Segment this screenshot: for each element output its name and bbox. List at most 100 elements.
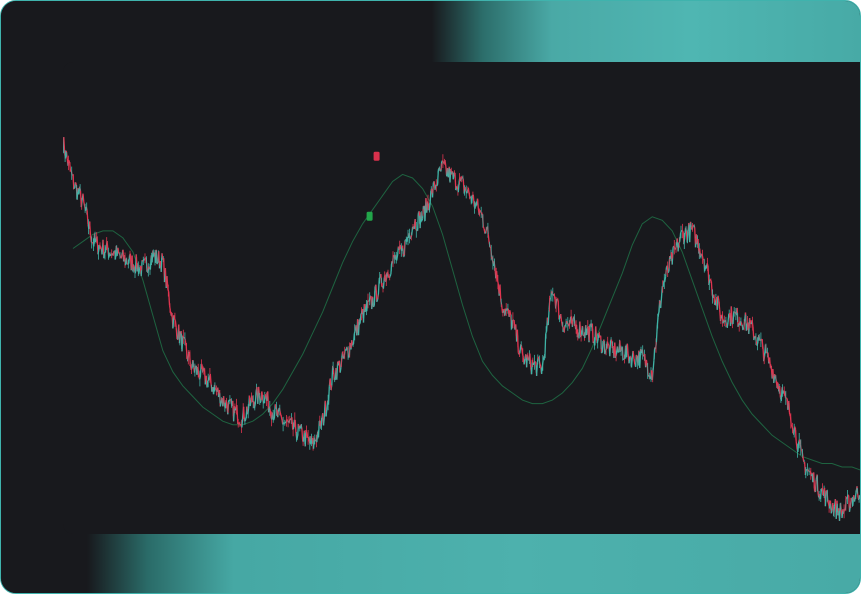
price-segment: [279, 412, 282, 417]
buy-signal-marker: [366, 211, 373, 221]
price-segment: [251, 395, 254, 403]
price-segment: [547, 309, 550, 326]
price-segment: [332, 369, 335, 380]
price-segment: [272, 417, 276, 421]
price-segment: [359, 313, 362, 324]
price-segment: [677, 242, 680, 252]
price-segment: [798, 439, 802, 445]
price-segment: [550, 291, 554, 294]
price-segment: [254, 391, 257, 405]
price-segment: [853, 497, 856, 502]
price-segment: [509, 310, 512, 316]
price-segment: [377, 277, 380, 295]
price-segment: [161, 253, 164, 260]
price-segment: [241, 415, 244, 428]
price-segment: [382, 277, 385, 289]
price-segment: [537, 356, 540, 360]
price-segment: [352, 333, 355, 344]
price-segment: [389, 273, 392, 277]
price-segment: [269, 410, 272, 419]
price-segment: [206, 380, 209, 388]
price-segment: [168, 291, 171, 306]
price-segment: [742, 327, 745, 330]
price-segment: [667, 271, 670, 274]
series-line-price: [63, 137, 860, 521]
price-segment: [304, 429, 307, 447]
price-segment: [748, 318, 752, 325]
price-segment: [467, 187, 470, 195]
price-segment: [322, 417, 325, 426]
price-segment: [802, 456, 805, 462]
price-segment: [103, 251, 106, 259]
price-segment: [399, 244, 402, 250]
price-segment: [372, 305, 375, 308]
price-segment: [244, 417, 247, 422]
price-segment: [331, 365, 334, 386]
price-segment: [635, 354, 638, 360]
price-segment: [396, 254, 399, 261]
price-segment: [184, 340, 187, 347]
price-segment: [660, 286, 663, 300]
price-segment: [657, 311, 660, 318]
price-segment: [294, 419, 297, 434]
price-segment: [444, 160, 447, 167]
price-segment: [471, 194, 474, 204]
price-segment: [286, 419, 289, 422]
price-segment: [532, 362, 535, 366]
price-segment: [569, 316, 572, 323]
price-segment: [632, 350, 635, 360]
price-segment: [411, 226, 414, 236]
price-segment: [692, 224, 695, 227]
price-segment: [74, 182, 77, 185]
price-segment: [710, 281, 713, 296]
price-segment: [617, 351, 620, 353]
price-segment: [807, 469, 810, 472]
price-segment: [727, 313, 730, 323]
price-segment: [788, 413, 792, 417]
price-segment: [664, 276, 667, 283]
price-segment: [609, 340, 612, 357]
price-segment: [292, 419, 296, 430]
bottom-glow-band: [1, 534, 860, 593]
price-segment: [257, 386, 261, 396]
price-segment: [619, 340, 622, 352]
price-segment: [236, 405, 239, 424]
price-segment: [301, 428, 304, 442]
price-segment: [730, 306, 733, 325]
series-line-smoothed: [72, 173, 860, 471]
price-segment: [281, 418, 284, 425]
price-segment: [520, 346, 524, 354]
price-segment: [487, 234, 490, 243]
price-segment: [717, 295, 720, 301]
price-segment: [614, 342, 617, 358]
price-segment: [99, 246, 102, 250]
price-segment: [144, 257, 147, 260]
price-segment: [96, 236, 99, 255]
price-segment: [296, 434, 299, 441]
price-segment: [366, 300, 369, 312]
price-segment: [307, 436, 311, 442]
price-segment: [259, 400, 262, 403]
top-glow-band: [1, 1, 860, 63]
price-segment: [472, 194, 475, 207]
price-segment: [68, 159, 71, 164]
price-segment: [534, 361, 537, 363]
price-segment: [94, 238, 97, 243]
price-segment: [288, 420, 290, 423]
price-segment: [421, 218, 424, 222]
price-segment: [858, 495, 860, 498]
price-segment: [622, 358, 625, 361]
price-segment: [456, 186, 459, 189]
price-segment: [607, 343, 610, 346]
price-segment: [790, 425, 793, 427]
price-segment: [557, 300, 560, 320]
price-segment: [809, 470, 811, 473]
price-segment: [579, 321, 582, 338]
price-segment: [795, 441, 798, 450]
price-segment: [848, 505, 851, 512]
price-segment: [181, 335, 184, 352]
price-segment: [714, 302, 717, 306]
price-segment: [800, 449, 803, 452]
sell-signal-marker: [373, 151, 380, 161]
price-segment: [702, 258, 705, 261]
